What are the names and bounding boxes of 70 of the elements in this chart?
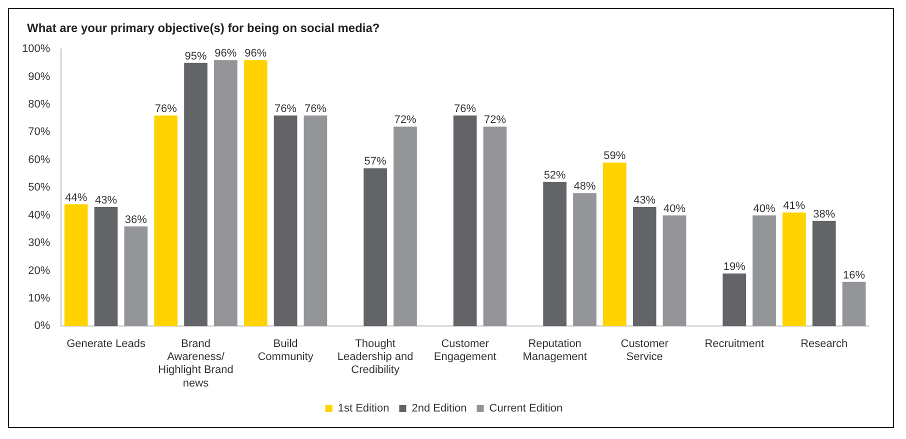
bar (603, 162, 626, 326)
x-tick-label: Customer Service (620, 338, 669, 364)
x-tick-label: Brand Awareness/ Highlight Brand news (158, 338, 234, 390)
bar (64, 204, 88, 326)
bar (453, 116, 477, 326)
y-tick-label: 30% (28, 237, 50, 250)
bar (662, 215, 686, 326)
y-tick-label: 70% (28, 126, 50, 138)
bar (573, 193, 596, 326)
bar (244, 60, 268, 326)
y-tick-label: 20% (28, 264, 50, 277)
legend-label: 1st Edition (338, 402, 390, 415)
bar (752, 215, 776, 326)
data-label: 72% (484, 114, 506, 126)
x-tick-label: Reputation Management (522, 338, 587, 364)
bar (274, 116, 298, 326)
bar (304, 116, 328, 326)
data-label: 43% (634, 194, 656, 207)
bar (94, 207, 118, 326)
data-label: 40% (664, 202, 686, 215)
data-label: 40% (753, 202, 776, 215)
chart-title: What are your primary objective(s) for being on social media? (27, 21, 381, 35)
bar (364, 168, 387, 326)
data-label: 44% (65, 192, 88, 204)
y-tick-label: 40% (28, 209, 50, 222)
bar (722, 274, 746, 326)
data-label: 96% (214, 48, 237, 60)
x-tick-label: Generate Leads (66, 338, 146, 350)
data-label: 43% (95, 194, 118, 207)
data-label: 59% (604, 150, 626, 162)
data-label: 76% (154, 103, 178, 116)
x-tick-label: Thought Leadership and Credibility (337, 338, 414, 376)
data-label: 76% (304, 103, 327, 116)
bar (812, 220, 836, 326)
legend-label: 2nd Edition (412, 402, 467, 415)
y-tick-label: 0% (34, 320, 50, 332)
data-label: 38% (813, 208, 836, 220)
data-label: 36% (124, 214, 148, 226)
y-tick-label: 10% (28, 292, 50, 305)
bar (124, 226, 148, 326)
bar (483, 126, 507, 326)
y-tick-label: 80% (28, 98, 50, 110)
data-label: 41% (783, 200, 806, 212)
y-tick-label: 90% (28, 70, 50, 83)
data-label: 72% (394, 114, 416, 126)
x-tick-label: Customer Engagement (434, 338, 496, 364)
data-label: 95% (184, 50, 207, 62)
x-tick-label: Build Community (258, 338, 314, 364)
data-label: 96% (244, 48, 267, 60)
bar (782, 212, 806, 326)
bar (184, 62, 208, 326)
bar (154, 116, 178, 326)
y-tick-label: 50% (28, 182, 50, 194)
legend-label: Current Edition (489, 402, 563, 415)
x-tick-label: Recruitment (704, 338, 764, 350)
data-label: 16% (843, 269, 866, 282)
y-tick-label: 60% (28, 154, 50, 166)
bar (394, 126, 417, 326)
bar (632, 207, 656, 326)
x-tick-label: Research (800, 338, 848, 350)
y-tick-label: 100% (22, 43, 50, 56)
data-label: 19% (723, 261, 746, 274)
data-label: 76% (454, 103, 476, 116)
data-label: 76% (274, 103, 297, 116)
data-label: 57% (364, 156, 387, 168)
data-label: 52% (544, 170, 566, 182)
bar (543, 182, 566, 326)
bar (214, 60, 238, 326)
bar (842, 282, 866, 326)
data-label: 48% (574, 180, 596, 193)
